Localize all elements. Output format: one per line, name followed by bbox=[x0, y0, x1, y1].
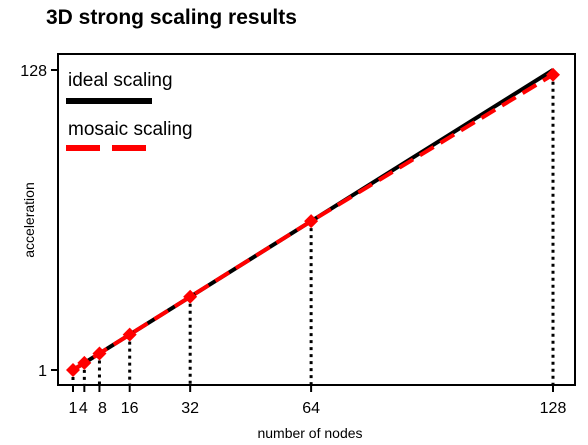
x-tick-label: 128 bbox=[540, 400, 567, 417]
y-tick-label: 128 bbox=[20, 63, 47, 80]
x-tick-label: 32 bbox=[181, 400, 199, 417]
x-tick-label: 8 bbox=[98, 400, 107, 417]
y-axis-label: acceleration bbox=[21, 182, 37, 258]
plot-frame bbox=[57, 53, 576, 386]
data-markers bbox=[66, 67, 560, 377]
legend: ideal scaling mosaic scaling bbox=[66, 70, 193, 151]
x-tick-label: 4 bbox=[79, 400, 88, 417]
x-tick-label: 64 bbox=[302, 400, 320, 417]
data-point bbox=[77, 355, 92, 370]
x-axis-ticks: 1 4 8 16 32 64 128 bbox=[69, 385, 567, 417]
data-point bbox=[92, 346, 107, 361]
data-point bbox=[546, 67, 560, 82]
data-point bbox=[122, 327, 137, 342]
data-point bbox=[66, 363, 80, 377]
x-tick-label: 1 bbox=[69, 400, 78, 417]
y-axis-ticks: 1 128 bbox=[20, 63, 58, 380]
x-axis-label: number of nodes bbox=[257, 425, 362, 441]
data-point bbox=[304, 214, 319, 229]
chart-title: 3D strong scaling results bbox=[46, 6, 297, 29]
y-tick-label: 1 bbox=[38, 363, 47, 380]
legend-label-mosaic: mosaic scaling bbox=[68, 119, 193, 140]
data-point bbox=[183, 289, 198, 304]
x-tick-label: 16 bbox=[121, 400, 139, 417]
legend-label-ideal: ideal scaling bbox=[68, 70, 173, 91]
